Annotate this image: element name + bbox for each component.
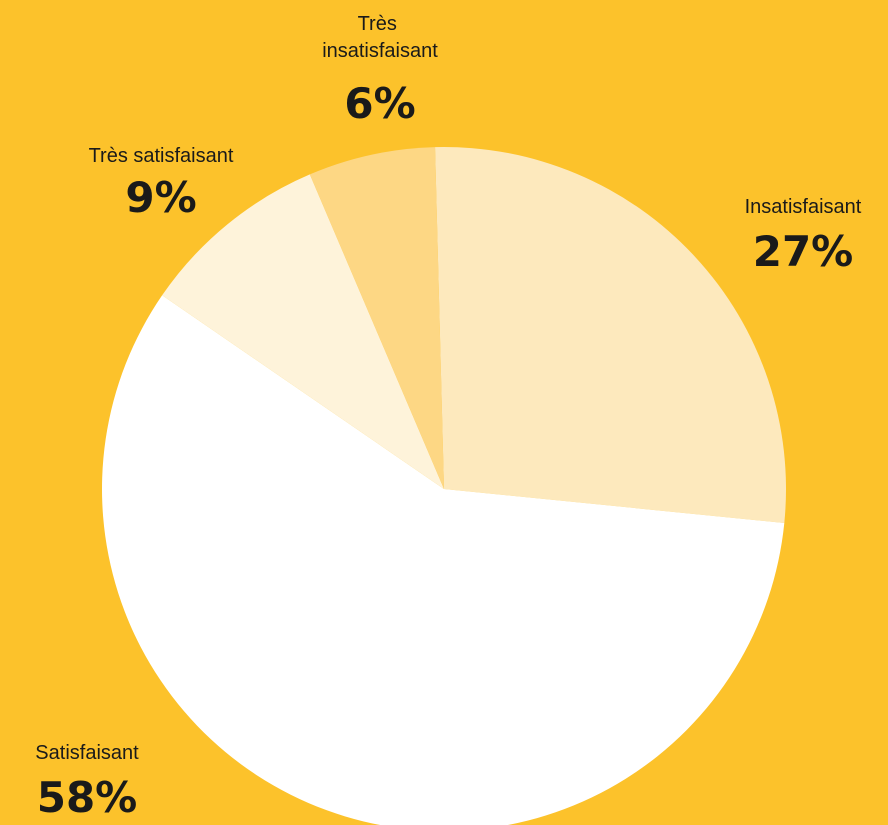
label-tres-satisfaisant-value: 9% [125, 173, 196, 222]
label-tres-insatisfaisant-name: Très insatisfaisant [322, 13, 438, 62]
pie-slice-insatisfaisant [435, 147, 787, 523]
pie-slice-tres-satisfaisant [162, 174, 444, 490]
label-insatisfaisant-name: Insatisfaisant [745, 196, 862, 218]
label-satisfaisant-value: 58% [37, 773, 138, 822]
label-tres-insatisfaisant-value: 6% [344, 79, 415, 128]
label-insatisfaisant-value: 27% [753, 227, 854, 276]
label-satisfaisant-name: Satisfaisant [35, 742, 139, 764]
pie-slices [102, 147, 787, 825]
pie-slice-satisfaisant [102, 295, 785, 825]
label-tres-satisfaisant-name: Très satisfaisant [89, 145, 234, 167]
pie-slice-tres-insatisfaisant [309, 147, 444, 489]
pie-labels: Insatisfaisant 27% Satisfaisant 58% Très… [35, 13, 862, 822]
